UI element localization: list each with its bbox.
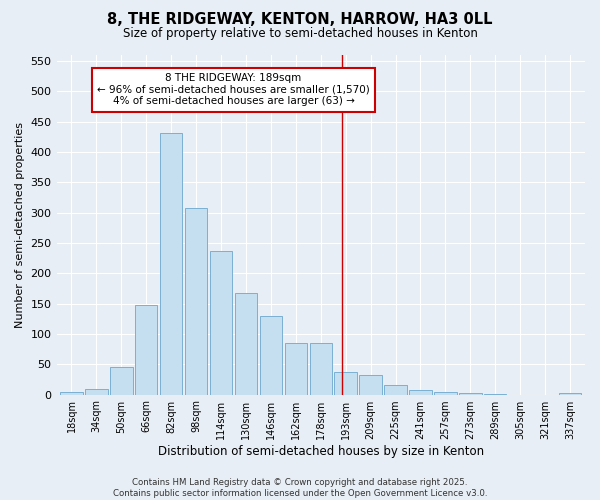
Bar	[359, 375, 382, 394]
Bar	[260, 316, 282, 394]
Bar	[135, 305, 157, 394]
Bar	[110, 366, 133, 394]
Text: Contains HM Land Registry data © Crown copyright and database right 2025.
Contai: Contains HM Land Registry data © Crown c…	[113, 478, 487, 498]
Bar	[85, 388, 107, 394]
Text: Size of property relative to semi-detached houses in Kenton: Size of property relative to semi-detach…	[122, 28, 478, 40]
Bar	[434, 392, 457, 394]
Bar	[310, 343, 332, 394]
Bar	[334, 372, 357, 394]
Bar	[235, 292, 257, 394]
Bar	[160, 132, 182, 394]
Bar	[210, 252, 232, 394]
Bar	[185, 208, 208, 394]
Text: 8, THE RIDGEWAY, KENTON, HARROW, HA3 0LL: 8, THE RIDGEWAY, KENTON, HARROW, HA3 0LL	[107, 12, 493, 28]
Bar	[409, 390, 431, 394]
Bar	[284, 343, 307, 394]
Text: 8 THE RIDGEWAY: 189sqm
← 96% of semi-detached houses are smaller (1,570)
4% of s: 8 THE RIDGEWAY: 189sqm ← 96% of semi-det…	[97, 73, 370, 106]
X-axis label: Distribution of semi-detached houses by size in Kenton: Distribution of semi-detached houses by …	[158, 444, 484, 458]
Bar	[60, 392, 83, 394]
Bar	[385, 385, 407, 394]
Y-axis label: Number of semi-detached properties: Number of semi-detached properties	[15, 122, 25, 328]
